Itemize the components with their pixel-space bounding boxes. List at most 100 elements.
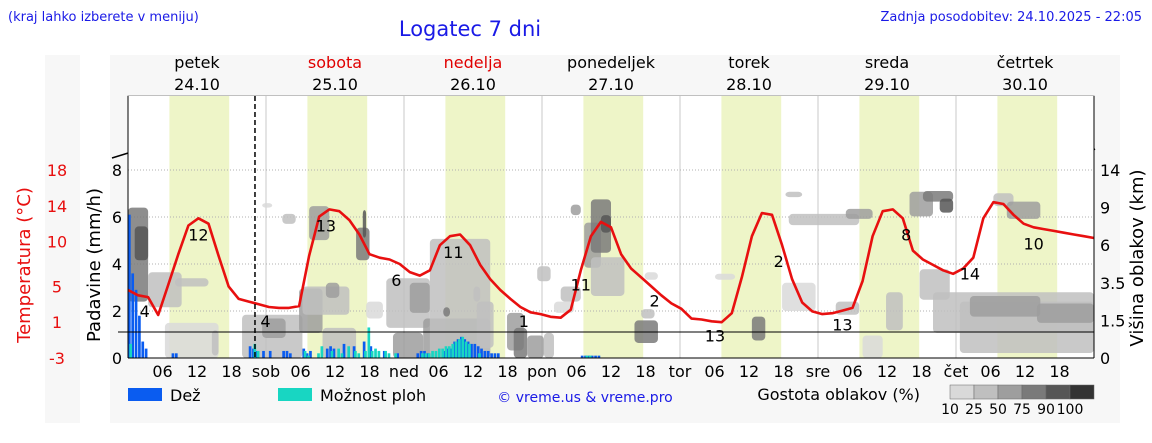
rain-bar: [309, 350, 312, 358]
x-tick-label: 18: [1049, 362, 1069, 381]
day-date: 30.10: [1002, 75, 1048, 94]
shower-bar: [588, 355, 592, 358]
rain-bar: [282, 350, 285, 358]
rain-bar: [268, 350, 272, 358]
shower-bar: [451, 343, 455, 358]
cloud-height-tick-label: 3.5: [1100, 274, 1125, 293]
temperature-axis-panel: [45, 55, 80, 423]
location-hint-link[interactable]: (kraj lahko izberete v meniju): [8, 10, 199, 25]
shower-bar: [437, 348, 441, 358]
shower-bar: [585, 355, 589, 358]
cloud-block: [919, 269, 950, 300]
cloud-block: [845, 208, 873, 219]
x-tick-label: 06: [704, 362, 724, 381]
cloud-block: [325, 282, 340, 298]
shower-bar: [427, 353, 431, 358]
cloud-block: [262, 203, 273, 208]
day-name: nedelja: [444, 53, 503, 72]
x-tick-label: 18: [221, 362, 241, 381]
cloud-axis-title: Višina oblakov (km): [1127, 169, 1148, 346]
rain-bar: [171, 353, 175, 358]
rain-bar: [396, 353, 400, 358]
cloud-block: [473, 286, 481, 302]
density-swatch: [997, 384, 1023, 400]
rain-bar: [134, 289, 138, 358]
cloud-height-tick-label: 0: [1100, 349, 1110, 368]
shower-bar: [320, 346, 324, 358]
cloud-block: [362, 210, 367, 238]
shower-bar: [303, 350, 307, 358]
shower-bar: [424, 353, 428, 358]
rain-bar: [382, 350, 386, 358]
x-tick-label: 12: [463, 362, 483, 381]
cloud-block: [644, 272, 658, 280]
temperature-tick-label: 1: [52, 313, 62, 332]
cloud-block: [939, 198, 954, 213]
day-name: ponedeljek: [567, 53, 656, 72]
temperature-label: 2: [650, 291, 660, 310]
temperature-axis-title: Temperatura (°C): [14, 187, 35, 344]
temperature-label: 11: [443, 243, 463, 262]
rain-bar: [285, 350, 289, 358]
rain-bar: [174, 353, 178, 358]
shower-bar: [421, 353, 424, 358]
credit-link[interactable]: © vreme.us & vreme.pro: [497, 390, 672, 406]
x-tick-label: 06: [566, 362, 586, 381]
shower-bar: [129, 343, 133, 358]
rain-bar: [476, 346, 480, 358]
x-tick-label: tor: [669, 362, 692, 381]
precip-tick-label: 0: [112, 349, 122, 368]
rain-bar: [416, 353, 420, 358]
temperature-tick-label: 5: [52, 277, 62, 296]
rain-bar: [302, 348, 306, 358]
shower-bar: [364, 350, 367, 358]
daylight-band: [721, 96, 782, 358]
cloud-block: [443, 307, 450, 317]
rain-bar: [362, 341, 366, 358]
rain-bar: [289, 353, 292, 358]
temperature-label: 10: [1023, 234, 1043, 253]
temperature-label: 6: [391, 271, 401, 290]
x-tick-label: 12: [187, 362, 207, 381]
shower-bar: [458, 339, 461, 358]
cloud-block: [751, 316, 766, 341]
density-swatch: [973, 384, 999, 400]
x-tick-label: 18: [911, 362, 931, 381]
shower-bar: [367, 327, 371, 358]
rain-bar: [580, 355, 584, 358]
cloud-height-tick-label: 1.5: [1100, 311, 1125, 330]
shower-bar: [461, 336, 465, 358]
rain-bar: [480, 348, 483, 358]
day-date: 24.10: [174, 75, 220, 94]
temperature-tick-label: 14: [47, 197, 67, 216]
shower-bar: [374, 348, 377, 358]
rain-bar: [352, 346, 356, 358]
temperature-line: [127, 200, 1095, 324]
rain-bar: [590, 355, 594, 358]
cloud-block: [785, 191, 803, 198]
cloud-block: [641, 309, 655, 319]
shower-bar: [394, 353, 398, 358]
page-title: Logatec 7 dni: [399, 17, 541, 41]
temperature-tick-label: 10: [47, 233, 67, 252]
x-tick-label: 12: [739, 362, 759, 381]
temperature-label: 12: [188, 225, 208, 244]
shower-bar: [447, 346, 451, 358]
x-tick-label: 18: [635, 362, 655, 381]
legend: Dež Možnost ploh © vreme.us & vreme.pro Gos…: [128, 384, 1095, 418]
x-tick-label: 12: [325, 362, 345, 381]
shower-bar: [468, 343, 471, 358]
temperature-label: 4: [140, 302, 150, 321]
day-date: 28.10: [726, 75, 772, 94]
x-tick-label: pon: [527, 362, 557, 381]
rain-bar: [473, 343, 477, 358]
shower-bar: [454, 341, 458, 358]
precip-tick-label: 2: [112, 302, 122, 321]
shower-bar: [307, 355, 310, 358]
density-swatch: [1045, 384, 1071, 400]
temperature-label: 8: [901, 225, 911, 244]
rain-bar: [483, 350, 487, 358]
shower-bar: [464, 341, 468, 358]
shower-bar: [370, 350, 374, 358]
